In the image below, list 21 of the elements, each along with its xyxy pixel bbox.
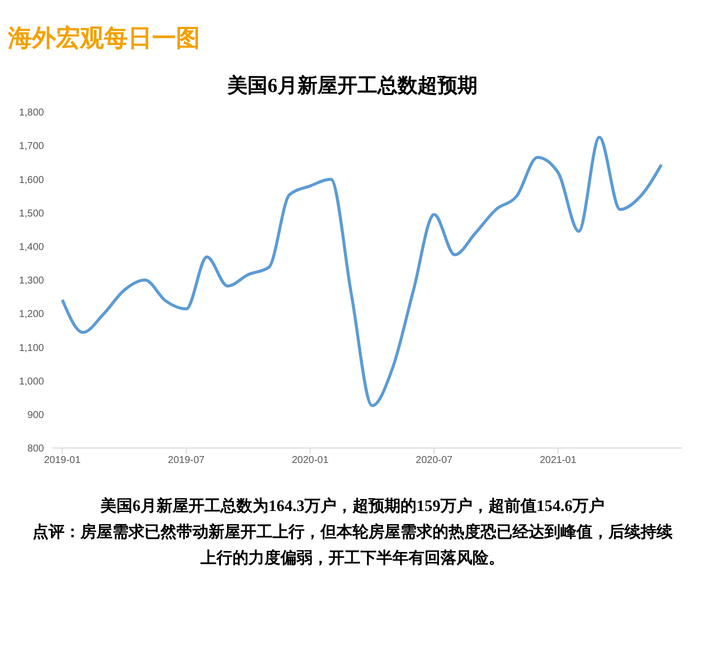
y-tick-label: 1,400 bbox=[18, 242, 44, 253]
x-tick-label: 2021-01 bbox=[540, 455, 577, 466]
y-tick-label: 1,800 bbox=[18, 108, 44, 119]
y-tick-label: 1,600 bbox=[18, 174, 44, 186]
y-tick-label: 1,500 bbox=[18, 208, 44, 220]
chart-title: 美国6月新屋开工总数超预期 bbox=[226, 74, 478, 99]
text: 点评：房屋需求已然带动新屋开工上行，但本轮房屋需求的热度恐已经达到峰值，后续持续上行的力度偏弱，开工下半年有回落风险。 bbox=[32, 522, 674, 569]
x-tick-label: 2020-01 bbox=[292, 455, 329, 466]
y-tick-label: 1,300 bbox=[18, 276, 44, 287]
y-tick-label: 1,700 bbox=[18, 141, 44, 152]
text: 美国6月新屋开工总数为164.3万户，超预期的159万户，超前值154.6万户 bbox=[99, 496, 606, 517]
chart-subtitle: 海外宏观每日一图 bbox=[8, 24, 201, 54]
x-tick-label: 2019-01 bbox=[44, 455, 82, 466]
y-tick-label: 1,200 bbox=[18, 309, 44, 320]
y-tick-label: 1,000 bbox=[18, 376, 44, 388]
x-tick-label: 2019-07 bbox=[168, 455, 206, 466]
line-series bbox=[60, 136, 663, 408]
y-tick-label: 800 bbox=[27, 444, 44, 455]
x-tick-label: 2020-07 bbox=[416, 455, 453, 466]
y-tick-label: 1,100 bbox=[18, 342, 44, 354]
y-tick-label: 900 bbox=[27, 410, 44, 421]
